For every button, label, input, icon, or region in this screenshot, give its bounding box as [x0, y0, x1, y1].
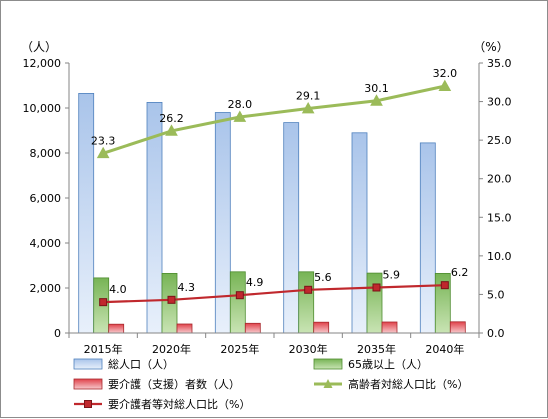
legend-label-4: 要介護者等対総人口比（%）: [108, 397, 250, 411]
left-tick-label: 12,000: [23, 57, 62, 70]
legend-swatch-2: [73, 378, 103, 390]
marker-care-ratio-5: [440, 281, 449, 290]
line-care-ratio: [103, 284, 445, 304]
label-elderly-ratio-5: 32.0: [433, 67, 458, 80]
bar-over65-3: [298, 271, 315, 334]
legend-label-3: 高齢者対総人口比（%）: [348, 377, 468, 391]
legend-label-1: 65歳以上（人）: [348, 358, 428, 371]
bar-total-pop-5: [419, 142, 436, 334]
marker-elderly-ratio-0: [96, 146, 110, 159]
bar-total-pop-0: [78, 93, 95, 334]
marker-elderly-ratio-5: [438, 79, 452, 92]
left-tick-label: 2,000: [30, 282, 62, 295]
label-care-ratio-5: 6.2: [451, 266, 469, 279]
line-elderly-ratio: [102, 84, 446, 155]
right-tick-label: 10.0: [487, 250, 512, 263]
bar-care-3: [313, 321, 330, 334]
bar-total-pop-2: [214, 112, 231, 334]
bar-total-pop-3: [283, 122, 300, 334]
marker-elderly-ratio-3: [301, 101, 315, 114]
right-tick-label: 25.0: [487, 134, 512, 147]
marker-care-ratio-1: [167, 295, 176, 304]
legend-label-0: 総人口（人）: [108, 357, 174, 371]
legend-swatch-0: [73, 358, 103, 370]
x-tick-label: 2030年: [289, 342, 328, 356]
label-elderly-ratio-1: 26.2: [159, 112, 184, 125]
left-tick-label: 10,000: [23, 102, 62, 115]
bar-over65-4: [366, 272, 383, 334]
label-care-ratio-1: 4.3: [178, 281, 196, 294]
label-care-ratio-2: 4.9: [246, 276, 263, 289]
left-tick-label: 6,000: [30, 192, 62, 205]
bar-care-4: [381, 321, 398, 334]
label-care-ratio-4: 5.9: [383, 268, 401, 281]
marker-care-ratio-4: [372, 283, 381, 292]
label-elderly-ratio-4: 30.1: [364, 82, 389, 95]
bar-care-2: [244, 322, 261, 334]
label-care-ratio-0: 4.0: [109, 283, 127, 296]
legend-swatch-1: [313, 358, 343, 370]
label-elderly-ratio-3: 29.1: [296, 90, 321, 103]
marker-care-ratio-0: [99, 298, 108, 307]
marker-elderly-ratio-2: [233, 110, 247, 122]
bar-over65-2: [229, 271, 246, 334]
label-care-ratio-3: 5.6: [314, 271, 332, 284]
right-axis-unit: （%）: [473, 40, 508, 54]
legend-marker-3: [323, 379, 333, 388]
marker-elderly-ratio-4: [370, 94, 383, 106]
marker-elderly-ratio-1: [165, 124, 178, 136]
left-tick-label: 4,000: [30, 237, 62, 250]
x-tick-label: 2035年: [357, 342, 396, 356]
right-tick-label: 15.0: [487, 211, 512, 224]
bar-care-1: [176, 323, 193, 334]
legend-label-2: 要介護（支援）者数（人）: [108, 377, 240, 391]
x-tick-label: 2040年: [425, 342, 464, 356]
left-tick-label: 8,000: [30, 147, 62, 160]
bar-total-pop-4: [351, 132, 368, 334]
right-tick-label: 0.0: [487, 327, 505, 340]
x-tick-label: 2020年: [152, 342, 191, 356]
x-tick-label: 2025年: [220, 342, 259, 356]
right-tick-label: 35.0: [487, 57, 512, 70]
marker-care-ratio-2: [235, 291, 244, 300]
right-tick-label: 30.0: [487, 96, 512, 109]
bar-care-5: [449, 321, 466, 334]
marker-care-ratio-3: [304, 285, 313, 294]
left-tick-label: 0: [54, 327, 61, 340]
label-elderly-ratio-0: 23.3: [91, 134, 116, 147]
right-tick-label: 5.0: [487, 288, 505, 301]
right-tick-label: 20.0: [487, 173, 512, 186]
left-axis-unit: （人）: [21, 40, 57, 54]
legend-marker-4: [84, 400, 92, 408]
label-elderly-ratio-2: 28.0: [228, 98, 253, 111]
x-tick-label: 2015年: [84, 342, 123, 356]
bar-care-0: [108, 323, 125, 334]
